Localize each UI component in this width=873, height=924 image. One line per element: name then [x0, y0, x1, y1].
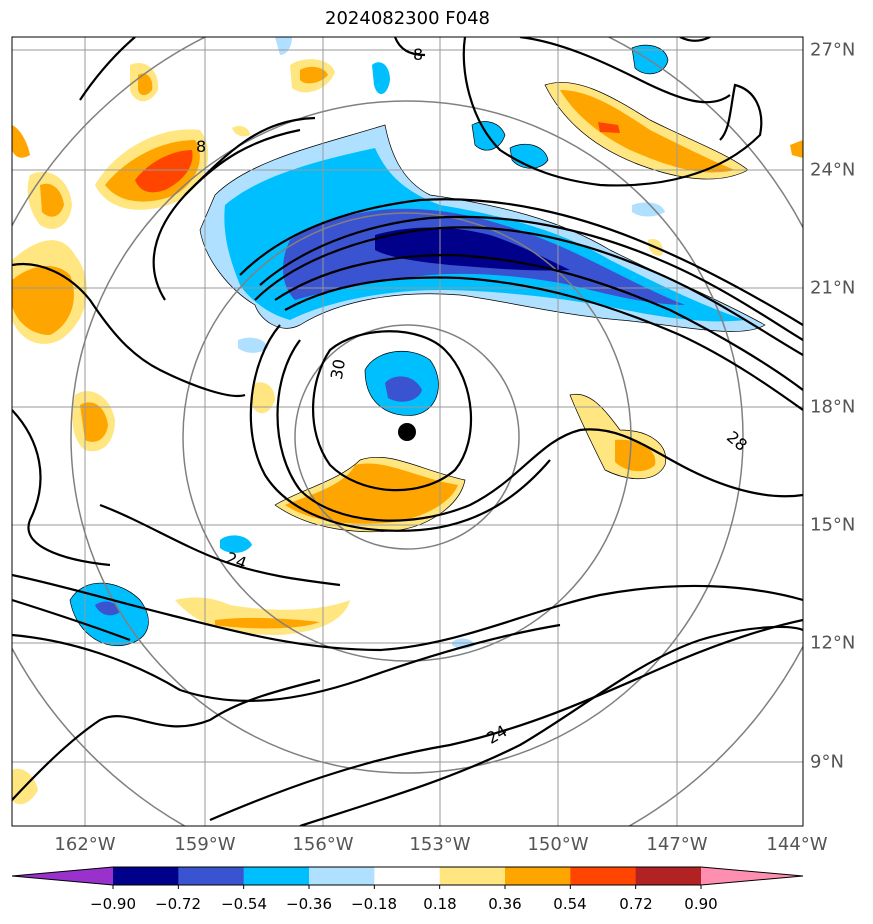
lat-label: 9°N: [810, 751, 844, 773]
contour-label-8a: 8: [413, 45, 423, 64]
lat-label: 27°N: [810, 39, 856, 61]
colorbar-segment: [309, 867, 375, 885]
colorbar-tick-label: 0.18: [423, 895, 457, 913]
contours: [12, 37, 803, 826]
colorbar-segment: [113, 867, 179, 885]
colorbar-tick-label: −0.72: [155, 895, 201, 913]
negative-anomaly-shading: [70, 37, 765, 649]
colorbar-tick-label: 0.90: [684, 895, 718, 913]
colorbar-tick-label: −0.90: [90, 895, 136, 913]
colorbar-extend-min: [12, 867, 113, 885]
map-title: 2024082300 F048: [325, 8, 490, 29]
lat-label: 18°N: [810, 396, 856, 418]
lat-label: 12°N: [810, 632, 856, 654]
colorbar-tick-label: −0.36: [286, 895, 332, 913]
lat-label: 24°N: [810, 159, 856, 181]
colorbar: [11, 866, 804, 889]
map-frame: [11, 36, 804, 827]
storm-center-marker: [398, 423, 416, 441]
colorbar-tick-label: 0.54: [553, 895, 587, 913]
colorbar-segment: [178, 867, 245, 885]
colorbar-segment: [374, 867, 441, 885]
colorbar-segment: [635, 867, 702, 885]
lon-label: 150°W: [527, 834, 589, 855]
colorbar-tick-label: 0.36: [488, 895, 522, 913]
colorbar-tick-label: 0.72: [619, 895, 653, 913]
colorbar-tick-label: −0.18: [351, 895, 397, 913]
lon-label: 147°W: [646, 834, 708, 855]
contour-label-30: 30: [327, 358, 349, 381]
lat-label: 15°N: [810, 514, 856, 536]
map-plot-area: 8 8 30 28 24 24: [12, 37, 803, 826]
colorbar-segment: [243, 867, 310, 885]
lon-label: 159°W: [174, 834, 236, 855]
range-rings: [12, 37, 803, 826]
colorbar-segment: [439, 867, 506, 885]
colorbar-segment: [505, 867, 571, 885]
colorbar-segment: [570, 867, 637, 885]
contour-label-8b: 8: [196, 137, 206, 156]
lat-label: 21°N: [810, 277, 856, 299]
graticule: [12, 37, 803, 826]
colorbar-extend-max: [701, 867, 803, 885]
colorbar-tick-label: −0.54: [221, 895, 267, 913]
lon-label: 144°W: [766, 834, 828, 855]
lon-label: 162°W: [54, 834, 116, 855]
lon-label: 156°W: [292, 834, 354, 855]
lon-label: 153°W: [409, 834, 471, 855]
